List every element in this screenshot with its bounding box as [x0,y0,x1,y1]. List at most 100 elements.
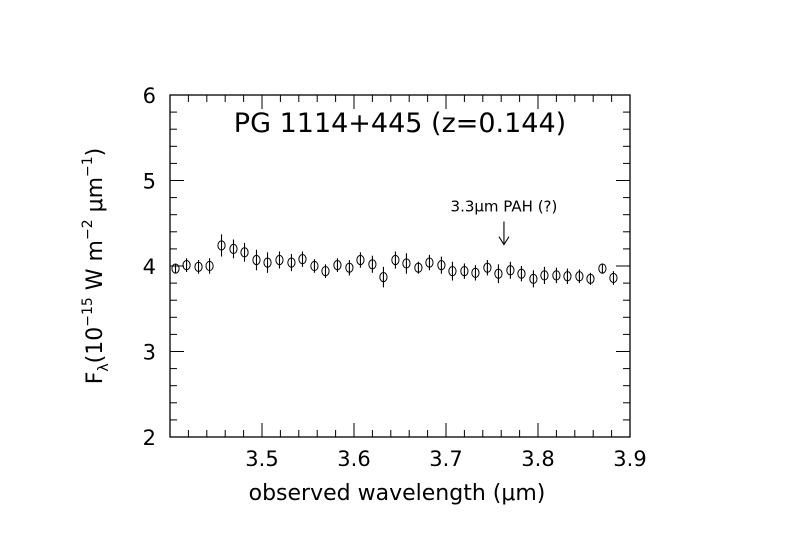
data-point [586,272,595,285]
point-marker [298,254,307,265]
point-marker [356,254,365,266]
data-point [494,264,503,284]
axis-ticks [169,94,631,438]
data-point [182,258,191,272]
chart-title: PG 1114+445 (z=0.144) [234,108,566,139]
y-axis-label: Fλ(10−15 W m−2 μm−1) [80,148,112,385]
y-tick-label: 2 [143,426,156,450]
x-tick-label: 3.6 [337,447,370,471]
data-point [563,268,572,284]
data-point [460,263,469,279]
data-point [598,263,607,274]
point-marker [563,271,572,282]
point-marker [182,260,191,271]
point-marker [483,262,492,273]
y-label-close: ) [83,148,108,157]
point-marker [333,260,342,271]
y-label-lambda: λ [96,363,112,371]
x-tick-label: 3.9 [613,447,646,471]
data-point [437,256,446,274]
data-point [391,251,400,269]
point-marker [598,263,607,274]
data-point [609,271,618,285]
y-label-open: (10 [83,327,108,364]
y-label-space [83,212,108,219]
data-point [321,264,330,278]
data-point [379,266,388,288]
point-marker [321,266,330,277]
data-point [345,260,354,276]
point-marker [252,254,261,266]
data-point [263,252,272,273]
x-tick-labels: 3.5 3.6 3.7 3.8 3.9 [245,447,646,471]
y-tick-label: 4 [143,255,156,279]
point-marker [460,266,469,277]
pah-annotation: 3.3μm PAH (?) [451,197,557,246]
data-point [506,261,515,279]
point-marker [552,270,561,281]
plot-frame [169,94,631,438]
point-marker [310,260,319,272]
data-point [517,266,526,282]
data-point [252,249,261,271]
y-label-exp2: −2 [80,219,96,240]
point-marker [471,267,480,278]
data-point [171,263,180,274]
point-marker [379,272,388,283]
data-point [217,234,226,257]
point-marker [229,243,238,254]
point-marker [217,240,226,251]
point-marker [517,268,526,279]
y-label-unit: μm [83,177,108,212]
data-point [275,251,284,269]
data-point [552,267,561,284]
y-tick-label: 6 [143,84,156,108]
data-point [540,266,549,284]
point-marker [437,260,446,271]
point-marker [414,262,423,273]
point-marker [609,272,618,284]
data-points [171,234,618,288]
data-point [229,239,238,259]
point-marker [494,268,503,279]
point-marker [240,247,249,258]
y-label-exp1: −15 [80,297,96,327]
data-point [310,259,319,273]
point-marker [425,257,434,268]
point-marker [586,273,595,284]
x-tick-label: 3.5 [245,447,278,471]
point-marker [287,257,296,268]
data-point [425,254,434,271]
point-marker [263,257,272,268]
point-marker [448,266,457,277]
y-label-f: F [83,372,108,385]
data-point [575,269,584,284]
data-point [402,253,411,274]
x-tick-label: 3.7 [429,447,462,471]
y-label-exp3: −1 [80,156,96,177]
point-marker [402,258,411,269]
point-marker [345,262,354,273]
y-tick-label: 5 [143,170,156,194]
point-marker [540,270,549,281]
point-marker [275,254,284,266]
point-marker [529,273,538,284]
point-marker [391,254,400,266]
data-point [448,261,457,281]
data-point [333,258,342,272]
data-point [483,260,492,276]
y-tick-labels: 2 3 4 5 6 [143,84,156,450]
x-tick-label: 3.8 [521,447,554,471]
point-marker [575,271,584,282]
y-tick-label: 3 [143,341,156,365]
point-marker [368,259,377,270]
data-point [205,258,214,274]
data-point [414,261,423,274]
y-label-mid: W m [83,240,108,297]
point-marker [194,261,203,272]
data-point [298,251,307,267]
data-point [287,254,296,272]
data-point [356,252,365,268]
data-point [368,255,377,273]
